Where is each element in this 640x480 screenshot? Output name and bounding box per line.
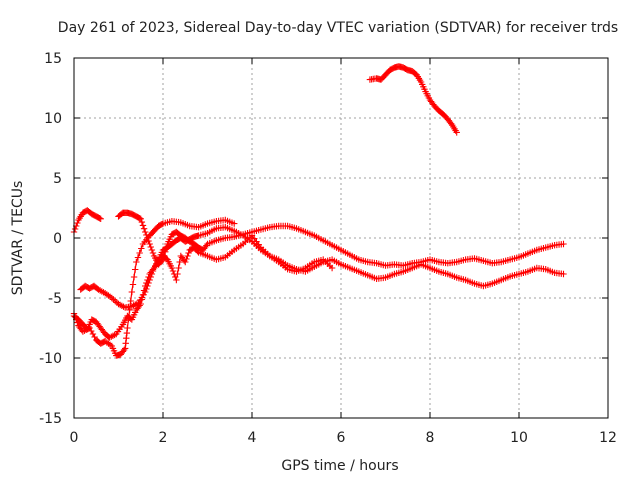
data-point-marker bbox=[175, 264, 182, 272]
data-point-marker bbox=[96, 215, 103, 222]
data-point-marker bbox=[134, 254, 142, 261]
data-point-marker bbox=[122, 340, 129, 347]
y-tick-label: 10 bbox=[44, 111, 62, 127]
data-point-marker bbox=[139, 222, 147, 229]
data-point-marker bbox=[182, 258, 189, 266]
data-point-marker bbox=[162, 248, 169, 255]
y-tick-label: -5 bbox=[48, 291, 62, 307]
data-point-marker bbox=[147, 243, 154, 251]
data-point-marker bbox=[146, 276, 153, 284]
data-point-marker bbox=[136, 215, 143, 222]
data-point-marker bbox=[124, 324, 131, 332]
data-point-marker bbox=[203, 242, 210, 249]
data-point-marker bbox=[145, 279, 152, 287]
data-point-marker bbox=[123, 329, 131, 337]
data-point-marker bbox=[159, 256, 167, 263]
data-point-marker bbox=[148, 270, 156, 278]
data-point-marker bbox=[560, 270, 567, 278]
data-point-marker bbox=[146, 240, 153, 248]
data-point-marker bbox=[97, 215, 104, 222]
data-point-marker bbox=[143, 231, 150, 239]
series-track-2 bbox=[70, 216, 238, 359]
data-point-marker bbox=[120, 346, 128, 354]
data-point-marker bbox=[142, 288, 149, 296]
data-point-marker bbox=[173, 276, 180, 284]
x-tick-label: 8 bbox=[426, 430, 435, 446]
x-tick-label: 12 bbox=[599, 430, 617, 446]
data-series bbox=[70, 63, 567, 359]
series-track-4 bbox=[77, 232, 336, 311]
x-tick-label: 0 bbox=[70, 430, 79, 446]
data-point-marker bbox=[126, 306, 133, 314]
series-track-5 bbox=[115, 209, 567, 269]
series-track-6 bbox=[366, 63, 460, 136]
data-point-marker bbox=[149, 249, 157, 257]
data-point-marker bbox=[142, 228, 149, 236]
x-tick-label: 6 bbox=[337, 430, 346, 446]
data-point-marker bbox=[131, 266, 139, 273]
data-point-marker bbox=[144, 282, 151, 290]
data-point-marker bbox=[169, 267, 177, 275]
x-tick-label: 2 bbox=[159, 430, 168, 446]
data-point-marker bbox=[137, 215, 144, 222]
data-point-marker bbox=[127, 297, 134, 305]
data-point-marker bbox=[183, 255, 190, 263]
y-tick-label: -15 bbox=[39, 411, 62, 427]
y-axis-label: SDTVAR / TECUs bbox=[10, 181, 26, 296]
y-tick-label: -10 bbox=[39, 351, 62, 367]
data-point-marker bbox=[128, 288, 136, 296]
data-point-marker bbox=[231, 220, 238, 227]
data-point-marker bbox=[447, 120, 455, 127]
y-tick-label: 5 bbox=[53, 171, 62, 187]
data-point-marker bbox=[140, 225, 148, 232]
data-point-marker bbox=[144, 234, 151, 242]
y-tick-label: 0 bbox=[53, 231, 62, 247]
x-tick-label: 4 bbox=[248, 430, 257, 446]
data-point-marker bbox=[136, 249, 143, 257]
y-tick-label: 15 bbox=[44, 51, 62, 67]
data-point-marker bbox=[149, 267, 157, 275]
data-point-marker bbox=[138, 245, 145, 252]
data-point-marker bbox=[168, 264, 176, 272]
data-point-marker bbox=[158, 221, 166, 228]
data-point-marker bbox=[71, 225, 79, 233]
chart-title: Day 261 of 2023, Sidereal Day-to-day VTE… bbox=[58, 20, 618, 36]
data-point-marker bbox=[163, 244, 170, 252]
data-point-marker bbox=[138, 218, 146, 226]
data-point-marker bbox=[158, 257, 166, 264]
data-point-marker bbox=[129, 281, 137, 288]
data-point-marker bbox=[148, 246, 156, 254]
data-point-marker bbox=[160, 252, 168, 259]
data-point-marker bbox=[184, 252, 191, 260]
data-point-marker bbox=[147, 273, 154, 281]
data-point-marker bbox=[143, 285, 150, 293]
data-point-marker bbox=[145, 237, 152, 245]
x-tick-label: 10 bbox=[510, 430, 528, 446]
data-point-marker bbox=[130, 273, 138, 281]
data-point-marker bbox=[176, 258, 183, 266]
data-point-marker bbox=[74, 219, 81, 227]
axis-ticks: 0 2 4 6 8 10 12 -15 -10 -5 0 5 10 15 bbox=[39, 51, 617, 446]
data-point-marker bbox=[174, 270, 181, 278]
data-point-marker bbox=[560, 240, 567, 248]
data-point-marker bbox=[185, 249, 192, 257]
data-point-marker bbox=[133, 258, 140, 266]
data-point-marker bbox=[328, 264, 336, 272]
data-point-marker bbox=[121, 345, 129, 352]
data-point-marker bbox=[123, 335, 130, 342]
x-axis-label: GPS time / hours bbox=[281, 458, 398, 474]
data-point-marker bbox=[453, 129, 460, 136]
data-point-marker bbox=[100, 338, 108, 345]
